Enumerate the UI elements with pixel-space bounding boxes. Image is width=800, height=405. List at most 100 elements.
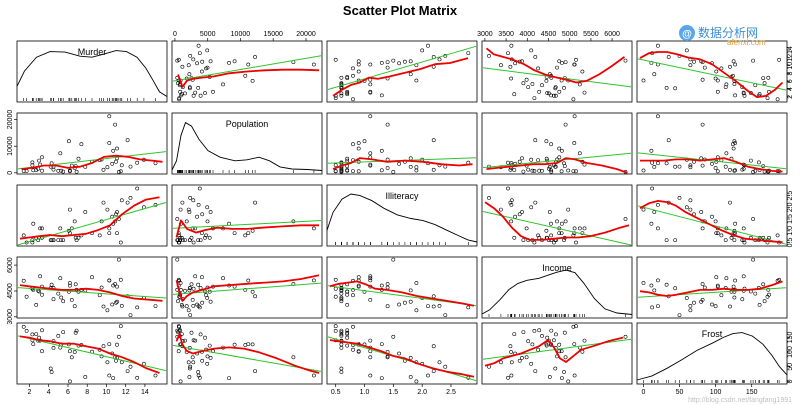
scatter-point <box>34 302 39 307</box>
scatter-point <box>196 202 201 207</box>
scatter-point <box>526 339 531 344</box>
scatter-point <box>623 217 628 221</box>
smooth-fit-curve <box>177 68 320 88</box>
scatter-point <box>339 167 344 172</box>
axis-tick-label: 5500 <box>583 31 599 38</box>
scatter-point <box>742 93 747 98</box>
scatter-point <box>345 156 350 161</box>
scatter-point <box>414 379 419 384</box>
scatter-point <box>339 330 344 335</box>
scatter-point <box>345 92 350 97</box>
scatter-point <box>200 300 205 305</box>
scatter-point <box>227 376 232 381</box>
scatter-point <box>673 164 678 169</box>
scatter-point <box>656 304 660 309</box>
smooth-fit-curve <box>329 280 475 307</box>
scatter-point <box>135 375 140 380</box>
scatter-point <box>537 89 542 94</box>
scatter-point <box>204 293 209 298</box>
scatter-point <box>557 59 562 64</box>
scatter-point <box>524 77 529 82</box>
panel-income-vs-frost <box>481 322 633 385</box>
scatter-point <box>24 294 29 299</box>
scatter-point <box>74 328 79 333</box>
scatter-point <box>426 304 430 309</box>
axis-tick-label: 3000 <box>477 31 493 38</box>
scatter-point <box>339 169 344 174</box>
scatter-point <box>397 61 402 66</box>
scatter-point <box>437 57 442 62</box>
scatter-point <box>180 200 185 205</box>
scatter-point <box>188 313 193 318</box>
scatter-point <box>498 360 503 365</box>
scatter-point <box>723 85 728 90</box>
scatter-point <box>193 274 198 279</box>
scatter-point <box>431 138 436 143</box>
scatter-point <box>345 302 350 307</box>
scatter-point <box>119 198 124 203</box>
scatter-point <box>566 379 571 384</box>
scatter-point <box>673 238 678 243</box>
scatter-point <box>751 58 756 63</box>
scatter-point <box>345 75 350 79</box>
scatter-point <box>101 167 106 172</box>
scatter-point <box>512 92 517 97</box>
scatter-point <box>368 89 373 94</box>
scatter-point <box>183 338 187 343</box>
scatter-point <box>509 360 514 365</box>
smooth-fit-curve <box>19 284 163 302</box>
scatter-point <box>339 328 344 333</box>
axis-tick-label: 15000 <box>263 31 283 38</box>
scatter-point <box>547 164 552 169</box>
scatter-point <box>547 91 551 96</box>
scatter-point <box>577 226 582 231</box>
panel-frame <box>481 40 633 103</box>
scatter-point <box>530 168 535 173</box>
smooth-fit-curve <box>486 157 628 174</box>
scatter-point <box>31 342 36 347</box>
scatter-point <box>582 90 587 95</box>
scatter-point <box>649 283 654 288</box>
scatter-point <box>700 297 705 302</box>
linear-fit-line <box>637 152 787 170</box>
scatter-point <box>105 308 110 313</box>
scatter-point <box>753 291 758 296</box>
scatter-point <box>114 300 118 305</box>
panel-murder-vs-illiteracy <box>16 184 168 247</box>
scatter-point <box>437 303 442 308</box>
scatter-point <box>713 304 718 309</box>
scatter-point <box>333 163 338 168</box>
scatter-point <box>243 233 248 238</box>
scatter-point <box>545 335 550 340</box>
scatter-point <box>368 151 373 156</box>
scatter-point <box>728 304 732 309</box>
scatter-point <box>187 72 192 77</box>
scatter-point <box>135 186 140 191</box>
scatter-point <box>311 226 316 231</box>
scatter-point <box>368 163 373 168</box>
panel-income-vs-population <box>481 112 633 175</box>
scatter-point <box>549 169 554 174</box>
smooth-fit-curve <box>640 157 783 173</box>
scatter-point <box>187 238 192 243</box>
axis-tick-label: 8 <box>787 71 794 75</box>
axis-tick-label: 1.0 <box>787 226 794 236</box>
density-curve-population <box>171 121 323 171</box>
scatter-point <box>506 186 510 191</box>
scatter-point <box>664 161 669 166</box>
scatter-point <box>753 168 758 173</box>
scatter-point <box>733 62 738 67</box>
scatter-point <box>732 139 737 144</box>
scatter-point <box>253 369 258 374</box>
axis-tick-label: 100 <box>710 389 722 396</box>
scatter-point <box>117 334 121 339</box>
scatter-point <box>68 281 72 285</box>
scatter-point <box>345 328 350 333</box>
scatter-point <box>191 286 196 291</box>
scatter-point <box>118 277 123 282</box>
scatter-point <box>557 89 562 94</box>
scatter-point <box>533 138 538 143</box>
axis-tick-label: 6 <box>787 79 794 83</box>
scatter-point <box>533 55 538 59</box>
scatter-point <box>563 60 568 65</box>
